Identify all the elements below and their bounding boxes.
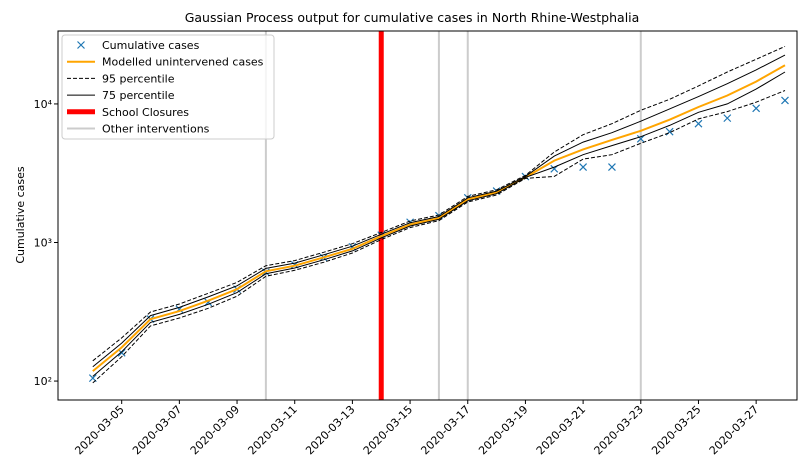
y-axis-label: Cumulative cases: [14, 166, 27, 264]
series-line: [92, 90, 786, 384]
x-tick-label: 2020-03-27: [707, 403, 761, 457]
x-tick-label: 2020-03-11: [245, 403, 299, 457]
data-point: [579, 163, 588, 172]
x-tick-label: 2020-03-21: [534, 403, 588, 457]
data-point: [723, 114, 732, 123]
x-tick-label: 2020-03-09: [188, 403, 242, 457]
legend-label: 75 percentile: [102, 89, 175, 102]
data-point: [636, 134, 645, 143]
legend: Cumulative cases Modelled unintervened ca…: [61, 34, 275, 140]
y-tick-label: 10³: [34, 236, 52, 249]
series-line: [92, 45, 786, 362]
series-line: [92, 71, 786, 377]
data-point: [781, 96, 789, 105]
data-point: [694, 119, 703, 128]
x-tick-label: 2020-03-15: [361, 403, 415, 457]
legend-label: Cumulative cases: [102, 39, 200, 52]
x-tick-label: 2020-03-13: [303, 403, 357, 457]
x-tick-label: 2020-03-17: [418, 403, 472, 457]
legend-label: Modelled unintervened cases: [102, 56, 264, 69]
data-point: [752, 104, 761, 113]
x-tick-label: 2020-03-05: [72, 403, 126, 457]
legend-label: School Closures: [102, 106, 189, 119]
x-tick-label: 2020-03-19: [476, 403, 530, 457]
legend-label: 95 percentile: [102, 72, 175, 85]
x-tick-label: 2020-03-23: [592, 403, 646, 457]
chart-title: Gaussian Process output for cumulative c…: [185, 10, 640, 25]
plot-frame: [57, 30, 798, 401]
series-line: [92, 64, 786, 372]
legend-marker: [77, 41, 85, 49]
series-line: [92, 54, 786, 368]
legend-label: Other interventions: [102, 123, 210, 136]
x-tick-label: 2020-03-25: [649, 403, 703, 457]
legend-box: [61, 34, 275, 140]
x-tick-label: 2020-03-07: [130, 403, 184, 457]
data-point: [608, 163, 616, 172]
y-tick-label: 10⁴: [34, 98, 53, 111]
y-tick-label: 10²: [34, 375, 52, 388]
